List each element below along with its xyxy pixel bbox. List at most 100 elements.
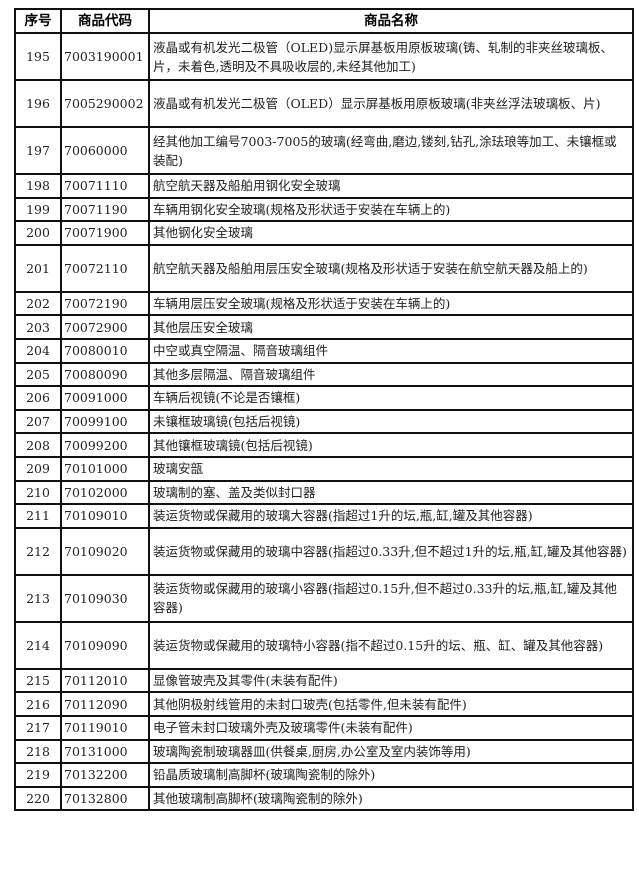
product-code: 7003190001	[60, 32, 150, 81]
table-row: 216 70112090 其他阴极射线管用的未封口玻壳(包括零件,但未装有配件)	[14, 691, 634, 717]
product-name: 显像管玻壳及其零件(未装有配件)	[148, 667, 634, 694]
product-code: 70109010	[60, 503, 150, 529]
table-row: 202 70072190 车辆用层压安全玻璃(规格及形状适于安装在车辆上的)	[14, 290, 634, 317]
product-name: 其他镶框玻璃镜(包括后视镜)	[148, 432, 634, 458]
row-number: 214	[14, 620, 62, 670]
product-code: 70091000	[60, 385, 150, 411]
row-number: 209	[14, 455, 62, 482]
product-name: 装运货物或保藏用的玻璃特小容器(指不超过0.15升的坛、瓶、缸、罐及其他容器)	[148, 620, 634, 670]
product-code: 70072110	[60, 243, 150, 293]
product-name: 玻璃制的塞、盖及类似封口器	[148, 479, 634, 506]
header-no: 序号	[14, 8, 62, 34]
row-number: 205	[14, 361, 62, 388]
row-number: 203	[14, 314, 62, 340]
table-row: 201 70072110 航空航天器及船舶用层压安全玻璃(规格及形状适于安装在航空航…	[14, 243, 634, 293]
product-name: 其他钢化安全玻璃	[148, 220, 634, 246]
row-number: 204	[14, 337, 62, 364]
product-code: 70060000	[60, 126, 150, 175]
product-code: 70109020	[60, 526, 150, 576]
product-name: 车辆用层压安全玻璃(规格及形状适于安装在车辆上的)	[148, 290, 634, 317]
table-header-row: 序号 商品代码 商品名称	[14, 8, 634, 34]
product-code: 70102000	[60, 479, 150, 506]
product-name: 液晶或有机发光二极管（OLED）显示屏基板用原板玻璃(非夹丝浮法玻璃板、片)	[148, 79, 634, 128]
table-row: 204 70080010 中空或真空隔温、隔音玻璃组件	[14, 337, 634, 364]
row-number: 197	[14, 126, 62, 175]
product-name: 车辆用钢化安全玻璃(规格及形状适于安装在车辆上的)	[148, 196, 634, 223]
row-number: 216	[14, 691, 62, 717]
row-number: 206	[14, 385, 62, 411]
product-name: 电子管未封口玻璃外壳及玻璃零件(未装有配件)	[148, 714, 634, 741]
product-code: 70112090	[60, 691, 150, 717]
product-code: 70072190	[60, 290, 150, 317]
table-row: 208 70099200 其他镶框玻璃镜(包括后视镜)	[14, 432, 634, 458]
goods-table: 序号 商品代码 商品名称 195 7003190001 液晶或有机发光二极管（OLE…	[14, 8, 634, 812]
product-name: 玻璃陶瓷制玻璃器皿(供餐桌,厨房,办公室及室内装饰等用)	[148, 738, 634, 765]
product-name: 其他多层隔温、隔音玻璃组件	[148, 361, 634, 388]
row-number: 208	[14, 432, 62, 458]
table-row: 207 70099100 未镶框玻璃镜(包括后视镜)	[14, 408, 634, 435]
header-name: 商品名称	[148, 8, 634, 34]
table-row: 212 70109020 装运货物或保藏用的玻璃中容器(指超过0.33升,但不超过1…	[14, 526, 634, 576]
row-number: 202	[14, 290, 62, 317]
table-row: 198 70071110 航空航天器及船舶用钢化安全玻璃	[14, 173, 634, 199]
product-code: 70080090	[60, 361, 150, 388]
product-code: 70131000	[60, 738, 150, 765]
row-number: 210	[14, 479, 62, 506]
row-number: 217	[14, 714, 62, 741]
table-row: 215 70112010 显像管玻壳及其零件(未装有配件)	[14, 667, 634, 694]
row-number: 213	[14, 573, 62, 623]
product-code: 70099100	[60, 408, 150, 435]
row-number: 220	[14, 785, 62, 812]
row-number: 212	[14, 526, 62, 576]
row-number: 211	[14, 503, 62, 529]
product-code: 70072900	[60, 314, 150, 340]
product-name: 其他玻璃制高脚杯(玻璃陶瓷制的除外)	[148, 785, 634, 812]
product-name: 装运货物或保藏用的玻璃中容器(指超过0.33升,但不超过1升的坛,瓶,缸,罐及其…	[148, 526, 634, 576]
product-code: 70071190	[60, 196, 150, 223]
product-name: 玻璃安瓿	[148, 455, 634, 482]
table-row: 219 70132200 铅晶质玻璃制高脚杯(玻璃陶瓷制的除外)	[14, 762, 634, 788]
table-row: 210 70102000 玻璃制的塞、盖及类似封口器	[14, 479, 634, 506]
table-row: 195 7003190001 液晶或有机发光二极管（OLED)显示屏基板用原板玻璃(…	[14, 32, 634, 81]
table-row: 200 70071900 其他钢化安全玻璃	[14, 220, 634, 246]
table-row: 213 70109030 装运货物或保藏用的玻璃小容器(指超过0.15升,但不超过0…	[14, 573, 634, 623]
product-name: 航空航天器及船舶用钢化安全玻璃	[148, 173, 634, 199]
product-code: 70099200	[60, 432, 150, 458]
product-code: 70101000	[60, 455, 150, 482]
row-number: 215	[14, 667, 62, 694]
product-name: 液晶或有机发光二极管（OLED)显示屏基板用原板玻璃(铸、轧制的非夹丝玻璃板、片…	[148, 32, 634, 81]
product-code: 70119010	[60, 714, 150, 741]
product-code: 70109090	[60, 620, 150, 670]
row-number: 196	[14, 79, 62, 128]
row-number: 207	[14, 408, 62, 435]
table-row: 206 70091000 车辆后视镜(不论是否镶框)	[14, 385, 634, 411]
product-name: 其他阴极射线管用的未封口玻壳(包括零件,但未装有配件)	[148, 691, 634, 717]
product-code: 70132200	[60, 762, 150, 788]
product-name: 经其他加工编号7003-7005的玻璃(经弯曲,磨边,镂刻,钻孔,涂珐琅等加工、…	[148, 126, 634, 175]
table-row: 197 70060000 经其他加工编号7003-7005的玻璃(经弯曲,磨边,镂刻…	[14, 126, 634, 175]
row-number: 219	[14, 762, 62, 788]
table-row: 203 70072900 其他层压安全玻璃	[14, 314, 634, 340]
row-number: 218	[14, 738, 62, 765]
row-number: 199	[14, 196, 62, 223]
header-code: 商品代码	[60, 8, 150, 34]
table-row: 209 70101000 玻璃安瓿	[14, 455, 634, 482]
table-row: 220 70132800 其他玻璃制高脚杯(玻璃陶瓷制的除外)	[14, 785, 634, 812]
product-code: 70109030	[60, 573, 150, 623]
product-code: 70071900	[60, 220, 150, 246]
row-number: 195	[14, 32, 62, 81]
product-name: 车辆后视镜(不论是否镶框)	[148, 385, 634, 411]
table-row: 214 70109090 装运货物或保藏用的玻璃特小容器(指不超过0.15升的坛、瓶…	[14, 620, 634, 670]
product-name: 未镶框玻璃镜(包括后视镜)	[148, 408, 634, 435]
product-code: 70080010	[60, 337, 150, 364]
row-number: 201	[14, 243, 62, 293]
row-number: 200	[14, 220, 62, 246]
product-name: 中空或真空隔温、隔音玻璃组件	[148, 337, 634, 364]
product-name: 装运货物或保藏用的玻璃大容器(指超过1升的坛,瓶,缸,罐及其他容器)	[148, 503, 634, 529]
table-row: 218 70131000 玻璃陶瓷制玻璃器皿(供餐桌,厨房,办公室及室内装饰等用)	[14, 738, 634, 765]
product-code: 70071110	[60, 173, 150, 199]
product-name: 航空航天器及船舶用层压安全玻璃(规格及形状适于安装在航空航天器及船上的)	[148, 243, 634, 293]
product-name: 铅晶质玻璃制高脚杯(玻璃陶瓷制的除外)	[148, 762, 634, 788]
product-name: 其他层压安全玻璃	[148, 314, 634, 340]
table-row: 196 7005290002 液晶或有机发光二极管（OLED）显示屏基板用原板玻璃(…	[14, 79, 634, 128]
